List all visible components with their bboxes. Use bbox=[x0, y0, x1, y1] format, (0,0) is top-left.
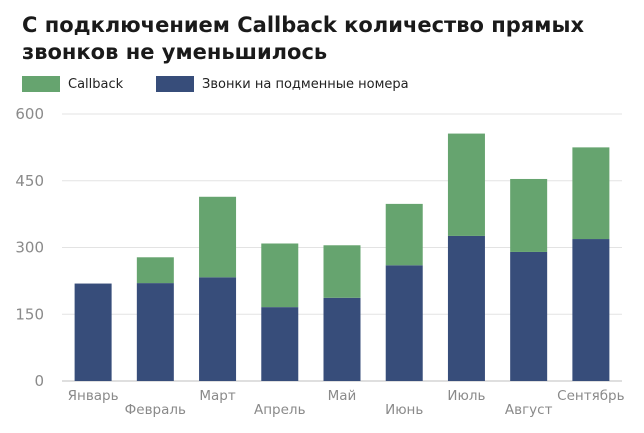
y-tick-label: 600 bbox=[15, 105, 44, 123]
x-tick-label: Июль bbox=[447, 388, 485, 404]
y-tick-label: 150 bbox=[15, 305, 44, 323]
x-tick-label: Март bbox=[199, 388, 235, 404]
bar-callback bbox=[447, 133, 485, 236]
bar-forwarded-calls bbox=[199, 277, 237, 381]
x-tick-label: Май bbox=[328, 388, 357, 404]
bar-forwarded-calls bbox=[447, 235, 485, 381]
x-tick-label: Сентябрь bbox=[557, 388, 624, 404]
legend-item-callback: Callback bbox=[22, 76, 123, 92]
bar-callback bbox=[572, 147, 610, 240]
bar-callback bbox=[510, 178, 548, 252]
bar-forwarded-calls bbox=[323, 297, 361, 381]
bar-callback bbox=[136, 257, 174, 284]
bar-forwarded-calls bbox=[385, 265, 423, 381]
y-tick-label: 450 bbox=[15, 172, 44, 190]
x-tick-label: Апрель bbox=[254, 402, 306, 418]
bar-forwarded-calls bbox=[572, 239, 610, 381]
bar-callback bbox=[261, 243, 299, 308]
y-tick-label: 0 bbox=[34, 372, 44, 390]
bar-forwarded-calls bbox=[74, 283, 112, 381]
x-tick-label: Февраль bbox=[125, 402, 186, 418]
y-tick-label: 300 bbox=[15, 239, 44, 257]
x-tick-label: Июнь bbox=[385, 402, 423, 418]
bar-callback bbox=[385, 203, 423, 266]
bar-forwarded-calls bbox=[261, 307, 299, 381]
x-tick-label: Январь bbox=[68, 388, 119, 404]
x-tick-label: Август bbox=[505, 402, 553, 418]
legend-item-forwarded-calls: Звонки на подменные номера bbox=[156, 76, 409, 92]
bar-forwarded-calls bbox=[510, 251, 548, 381]
legend-label-forwarded-calls: Звонки на подменные номера bbox=[202, 76, 409, 92]
bar-callback bbox=[199, 196, 237, 278]
chart-title: С подключением Callback количество прямы… bbox=[22, 13, 584, 64]
bar-forwarded-calls bbox=[136, 283, 174, 381]
legend-swatch-callback bbox=[22, 76, 60, 92]
legend-label-callback: Callback bbox=[68, 76, 124, 92]
legend-swatch-forwarded-calls bbox=[156, 76, 194, 92]
bar-callback bbox=[323, 245, 361, 298]
